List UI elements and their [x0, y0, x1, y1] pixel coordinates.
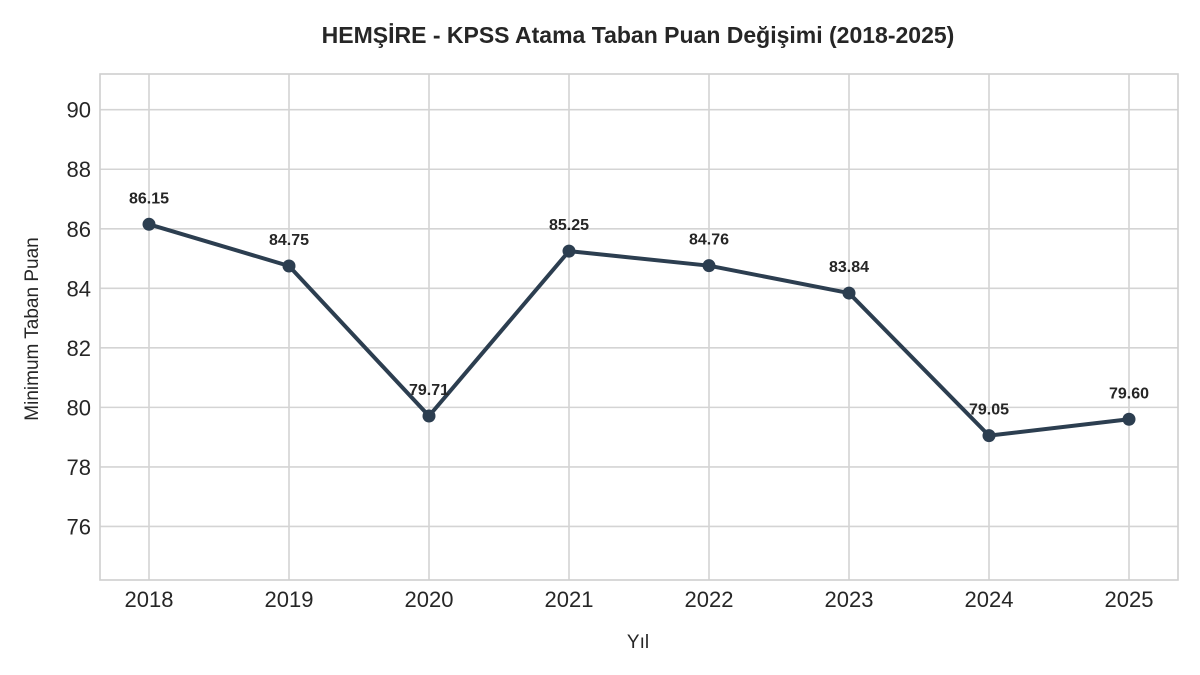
x-axis-ticks: 2018 2019 2020 2021 2022 2023 2024 2025: [125, 587, 1154, 612]
data-label: 86.15: [129, 190, 169, 207]
x-axis-label: Yıl: [627, 632, 649, 653]
data-label: 83.84: [829, 259, 869, 276]
x-tick-label: 2022: [685, 587, 734, 612]
y-tick-label: 86: [67, 217, 91, 242]
y-tick-label: 76: [67, 514, 91, 539]
x-tick-label: 2023: [825, 587, 874, 612]
series-line: [147, 222, 1131, 438]
y-tick-label: 82: [67, 336, 91, 361]
y-tick-label: 78: [67, 455, 91, 480]
data-point: [982, 429, 996, 443]
y-tick-label: 90: [67, 98, 91, 123]
y-tick-label: 80: [67, 395, 91, 420]
data-label: 79.05: [969, 402, 1009, 419]
x-tick-label: 2024: [965, 587, 1014, 612]
data-point: [702, 259, 716, 273]
x-tick-label: 2021: [545, 587, 594, 612]
y-axis-ticks: 76 78 80 82 84 86 88 90: [67, 98, 91, 540]
y-tick-label: 88: [67, 157, 91, 182]
data-point: [1122, 412, 1136, 426]
data-point: [562, 244, 576, 258]
x-tick-label: 2019: [265, 587, 314, 612]
data-label: 85.25: [549, 217, 589, 234]
data-label: 84.76: [689, 232, 729, 249]
data-point: [282, 259, 296, 273]
chart-title: HEMŞİRE - KPSS Atama Taban Puan Değişimi…: [322, 22, 955, 48]
data-label: 79.60: [1109, 385, 1149, 402]
grid: [100, 74, 1178, 580]
x-tick-label: 2025: [1105, 587, 1154, 612]
series: [142, 217, 1136, 443]
y-axis-label: Minimum Taban Puan: [22, 237, 43, 420]
data-label: 84.75: [269, 232, 309, 249]
x-tick-label: 2018: [125, 587, 174, 612]
data-point: [842, 286, 856, 300]
plot-area: [99, 73, 1179, 581]
data-point: [142, 217, 156, 231]
x-tick-label: 2020: [405, 587, 454, 612]
data-point: [422, 409, 436, 423]
y-tick-label: 84: [67, 276, 91, 301]
data-label: 79.71: [409, 382, 449, 399]
data-labels: 86.15 84.75 79.71 85.25 84.76 83.84 79.05 79.60: [129, 190, 1149, 418]
